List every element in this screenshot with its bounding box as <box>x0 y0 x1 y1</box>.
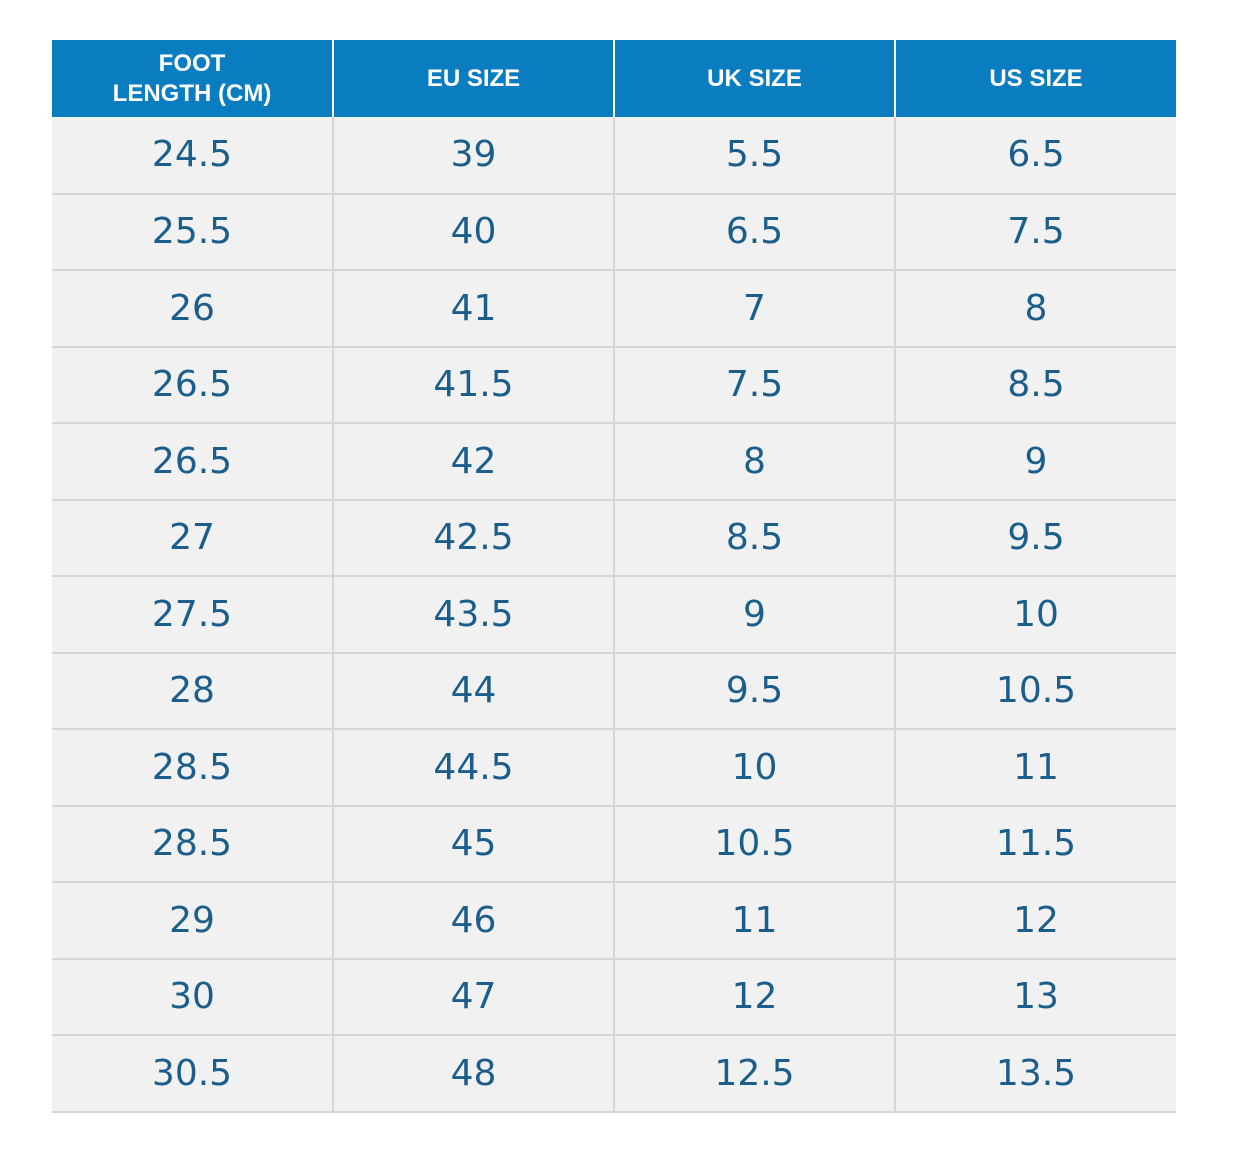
cell-us-size: 9.5 <box>894 499 1176 577</box>
cell-eu-size: 40 <box>332 193 614 271</box>
cell-foot-length: 29 <box>52 882 333 960</box>
table-row: 26.5 42 8 9 <box>52 423 1176 501</box>
cell-eu-size: 42.5 <box>332 499 614 577</box>
cell-foot-length: 25.5 <box>52 193 333 271</box>
table-body: 24.5 39 5.5 6.5 25.5 40 6.5 7.5 26 41 7 … <box>52 117 1176 1113</box>
header-us-size: US SIZE <box>894 40 1176 117</box>
cell-foot-length: 28.5 <box>52 729 333 807</box>
cell-eu-size: 44.5 <box>332 729 614 807</box>
header-foot-length: FOOT LENGTH (CM) <box>52 40 333 117</box>
cell-uk-size: 6.5 <box>613 193 895 271</box>
cell-us-size: 12 <box>894 882 1176 960</box>
cell-uk-size: 8 <box>613 423 895 501</box>
table-row: 24.5 39 5.5 6.5 <box>52 117 1176 195</box>
header-row: FOOT LENGTH (CM) EU SIZE UK SIZE US SIZE <box>52 40 1176 117</box>
cell-us-size: 9 <box>894 423 1176 501</box>
table-row: 27 42.5 8.5 9.5 <box>52 499 1176 577</box>
cell-us-size: 11.5 <box>894 805 1176 883</box>
table-row: 27.5 43.5 9 10 <box>52 576 1176 654</box>
cell-us-size: 13 <box>894 958 1176 1036</box>
cell-foot-length: 30.5 <box>52 1035 333 1113</box>
table-row: 30 47 12 13 <box>52 958 1176 1036</box>
cell-eu-size: 39 <box>332 117 614 195</box>
header-label: US SIZE <box>989 64 1083 92</box>
table-row: 25.5 40 6.5 7.5 <box>52 193 1176 271</box>
cell-eu-size: 45 <box>332 805 614 883</box>
header-eu-size: EU SIZE <box>332 40 614 117</box>
cell-us-size: 6.5 <box>894 117 1176 195</box>
cell-foot-length: 26.5 <box>52 346 333 424</box>
cell-uk-size: 9 <box>613 576 895 654</box>
cell-us-size: 7.5 <box>894 193 1176 271</box>
cell-foot-length: 27.5 <box>52 576 333 654</box>
cell-eu-size: 46 <box>332 882 614 960</box>
table-header: FOOT LENGTH (CM) EU SIZE UK SIZE US SIZE <box>52 40 1176 117</box>
cell-uk-size: 10.5 <box>613 805 895 883</box>
cell-uk-size: 12.5 <box>613 1035 895 1113</box>
cell-us-size: 10 <box>894 576 1176 654</box>
cell-uk-size: 11 <box>613 882 895 960</box>
table-row: 28.5 44.5 10 11 <box>52 729 1176 807</box>
table-row: 26.5 41.5 7.5 8.5 <box>52 346 1176 424</box>
cell-uk-size: 12 <box>613 958 895 1036</box>
shoe-size-table: FOOT LENGTH (CM) EU SIZE UK SIZE US SIZE… <box>52 40 1176 1113</box>
cell-eu-size: 42 <box>332 423 614 501</box>
cell-foot-length: 26 <box>52 270 333 348</box>
cell-us-size: 8.5 <box>894 346 1176 424</box>
cell-foot-length: 26.5 <box>52 423 333 501</box>
header-uk-size: UK SIZE <box>613 40 895 117</box>
cell-eu-size: 44 <box>332 652 614 730</box>
cell-eu-size: 43.5 <box>332 576 614 654</box>
cell-us-size: 11 <box>894 729 1176 807</box>
header-label: FOOT <box>158 49 226 77</box>
cell-foot-length: 27 <box>52 499 333 577</box>
cell-uk-size: 8.5 <box>613 499 895 577</box>
cell-uk-size: 7.5 <box>613 346 895 424</box>
cell-eu-size: 41.5 <box>332 346 614 424</box>
header-label: LENGTH (CM) <box>112 79 272 107</box>
cell-uk-size: 10 <box>613 729 895 807</box>
table-row: 30.5 48 12.5 13.5 <box>52 1035 1176 1113</box>
cell-us-size: 13.5 <box>894 1035 1176 1113</box>
cell-eu-size: 41 <box>332 270 614 348</box>
cell-foot-length: 28 <box>52 652 333 730</box>
cell-uk-size: 5.5 <box>613 117 895 195</box>
cell-us-size: 8 <box>894 270 1176 348</box>
table-row: 28 44 9.5 10.5 <box>52 652 1176 730</box>
cell-us-size: 10.5 <box>894 652 1176 730</box>
cell-foot-length: 24.5 <box>52 117 333 195</box>
cell-foot-length: 30 <box>52 958 333 1036</box>
cell-foot-length: 28.5 <box>52 805 333 883</box>
header-label: UK SIZE <box>707 64 802 92</box>
table-row: 26 41 7 8 <box>52 270 1176 348</box>
cell-uk-size: 7 <box>613 270 895 348</box>
table-row: 28.5 45 10.5 11.5 <box>52 805 1176 883</box>
table-row: 29 46 11 12 <box>52 882 1176 960</box>
header-label: EU SIZE <box>426 64 521 92</box>
cell-eu-size: 48 <box>332 1035 614 1113</box>
cell-eu-size: 47 <box>332 958 614 1036</box>
cell-uk-size: 9.5 <box>613 652 895 730</box>
